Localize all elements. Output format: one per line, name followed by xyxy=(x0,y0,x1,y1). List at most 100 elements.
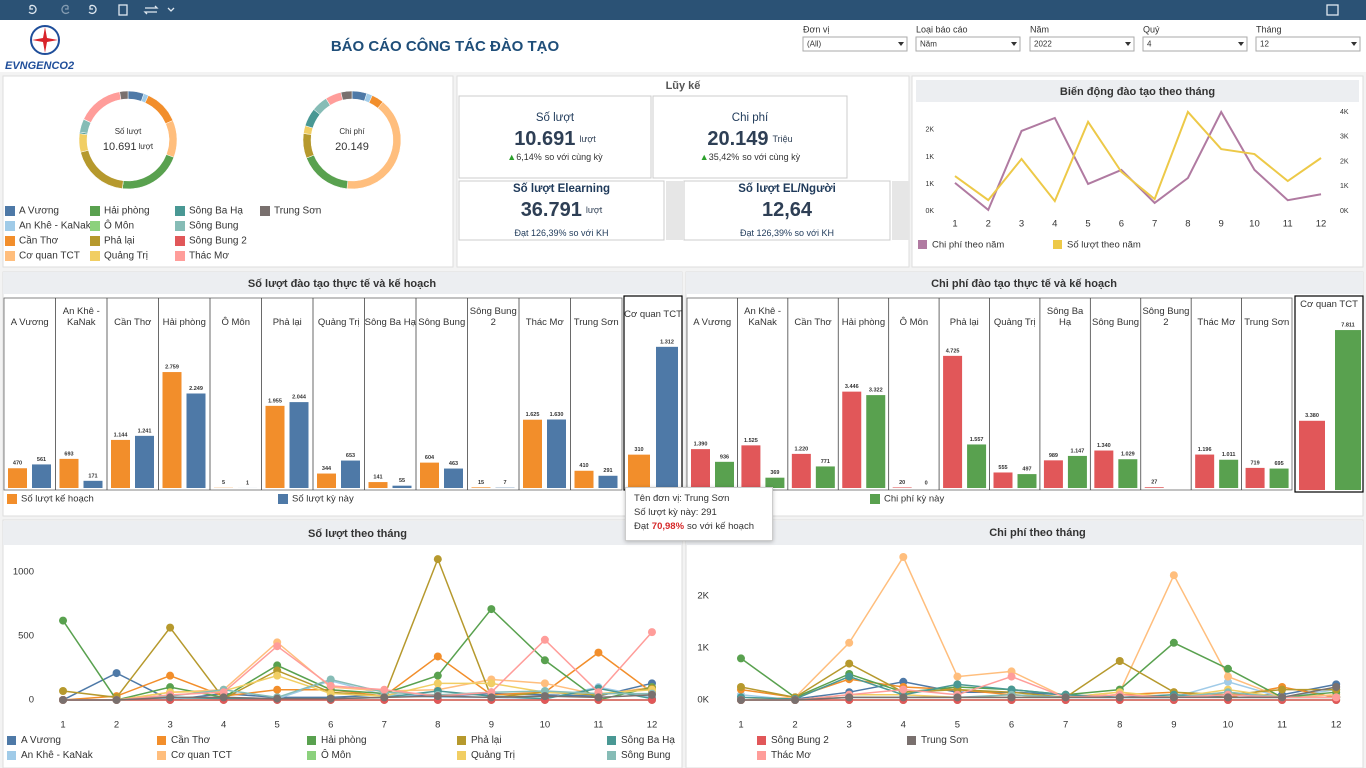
kpi-change: 6,14% xyxy=(516,152,542,162)
legend-swatch xyxy=(5,251,15,261)
bar xyxy=(1017,474,1037,488)
series-line xyxy=(63,631,653,701)
category-label: Phả lại xyxy=(272,317,302,328)
bar-value-label: 1 xyxy=(246,480,249,486)
scroll-strip xyxy=(892,181,909,240)
legend-label: Hải phòng xyxy=(104,206,150,217)
y-tick-label: 1K xyxy=(925,181,934,188)
filter-dropdown[interactable] xyxy=(1255,36,1361,52)
bar-value-label: 3.446 xyxy=(845,384,859,390)
category-label: Sông Ba Hạ xyxy=(1046,306,1084,328)
logo: EVNGENCO2 xyxy=(5,25,74,72)
bar-value-label: 310 xyxy=(634,447,643,453)
bar-value-label: 561 xyxy=(37,457,46,463)
x-tick-label: 9 xyxy=(1219,219,1224,230)
x-tick-label: 9 xyxy=(489,720,494,731)
y-tick-label: 0 xyxy=(29,694,34,705)
legend-item: Quảng Trị xyxy=(455,748,605,763)
fullscreen-icon[interactable] xyxy=(1326,4,1339,16)
up-arrow: ▲ xyxy=(507,152,516,162)
kpi-value: 12,64 xyxy=(762,199,813,221)
legend-item: Trung Sơn xyxy=(905,733,1055,748)
series-line xyxy=(740,660,1337,699)
bar xyxy=(1094,450,1114,488)
revert-icon[interactable] xyxy=(88,4,97,15)
bar xyxy=(289,402,309,488)
category-label: Cần Thơ xyxy=(794,317,832,328)
legend-label: Trung Sơn xyxy=(274,206,321,217)
y2-tick-label: 4K xyxy=(1340,109,1349,116)
kpi-note-line: ▲6,14% so với cùng kỳ xyxy=(507,152,603,162)
chart-title: Số lượt theo tháng xyxy=(308,528,407,540)
point xyxy=(953,693,962,702)
kpi-card xyxy=(683,180,891,241)
legend-swatch xyxy=(90,251,100,261)
toolbar xyxy=(0,0,1366,20)
bar-value-label: 344 xyxy=(322,466,332,472)
point xyxy=(1169,693,1178,702)
x-tick-label: 8 xyxy=(1185,219,1190,230)
legend-swatch xyxy=(5,206,15,216)
bar xyxy=(892,487,912,488)
category-label: Thác Mơ xyxy=(1197,317,1236,328)
filter-dropdown[interactable] xyxy=(915,36,1021,52)
x-tick-label: 12 xyxy=(1331,720,1342,731)
point xyxy=(273,671,282,680)
bar-value-label: 171 xyxy=(88,473,97,479)
kpi-title: Số lượt xyxy=(536,112,575,124)
tooltip-line: Số lượt kỳ này: 291 xyxy=(634,507,717,518)
kpi-change: 35,42% xyxy=(709,152,740,162)
kpi-unit: lượt xyxy=(579,134,596,144)
bar-value-label: 555 xyxy=(998,465,1007,471)
point xyxy=(380,685,389,694)
point xyxy=(59,695,68,704)
bar xyxy=(741,445,761,488)
point xyxy=(112,695,121,704)
bar xyxy=(186,393,206,488)
y-tick-label: 1K xyxy=(925,154,934,161)
bar-value-label: 15 xyxy=(478,480,484,486)
bar-value-label: 604 xyxy=(425,455,435,461)
point xyxy=(59,687,68,696)
legend-label: Quảng Trị xyxy=(471,750,515,761)
filter-dropdown[interactable] xyxy=(1029,36,1135,52)
bar-value-label: 771 xyxy=(821,459,830,465)
filter-dropdown[interactable] xyxy=(1142,36,1248,52)
undo-icon[interactable] xyxy=(28,4,37,15)
legend-swatch xyxy=(7,751,16,760)
legend-label: Quảng Trị xyxy=(104,251,148,262)
bar xyxy=(265,405,285,488)
legend-swatch xyxy=(607,736,616,745)
bar-value-label: 1.312 xyxy=(660,339,674,345)
bar xyxy=(842,391,862,488)
bar xyxy=(523,419,542,488)
category-label: A Vương xyxy=(693,317,732,328)
redo-icon[interactable] xyxy=(61,4,70,15)
x-tick-label: 5 xyxy=(275,720,280,731)
legend-label: An Khê - KaNak xyxy=(21,750,93,761)
dropdown-arrow xyxy=(1351,42,1357,46)
bar-value-label: 719 xyxy=(1250,460,1259,466)
kpi-unit: lượt xyxy=(586,205,603,215)
filter-value: (All) xyxy=(807,40,822,49)
dropdown-arrow xyxy=(1011,42,1017,46)
legend-item: Cơ quan TCT xyxy=(155,748,305,763)
filter-dropdown[interactable] xyxy=(802,36,908,52)
point xyxy=(273,642,282,651)
bar-value-label: 27 xyxy=(1151,480,1157,486)
bar xyxy=(943,355,963,488)
point xyxy=(487,679,496,688)
kpi-unit: Triệu xyxy=(773,134,793,144)
point xyxy=(1332,682,1341,691)
kpi-title: Số lượt EL/Người xyxy=(738,183,836,195)
x-tick-label: 6 xyxy=(1009,720,1014,731)
legend-label: Sông Bung xyxy=(621,750,671,761)
category-label: Sông Bung xyxy=(418,317,466,328)
menu-icon[interactable] xyxy=(167,7,175,12)
refresh-icon[interactable] xyxy=(118,4,128,16)
x-tick-label: 4 xyxy=(221,720,226,731)
pause-icon[interactable] xyxy=(143,5,159,15)
bar xyxy=(368,482,388,488)
x-tick-label: 1 xyxy=(738,720,743,731)
